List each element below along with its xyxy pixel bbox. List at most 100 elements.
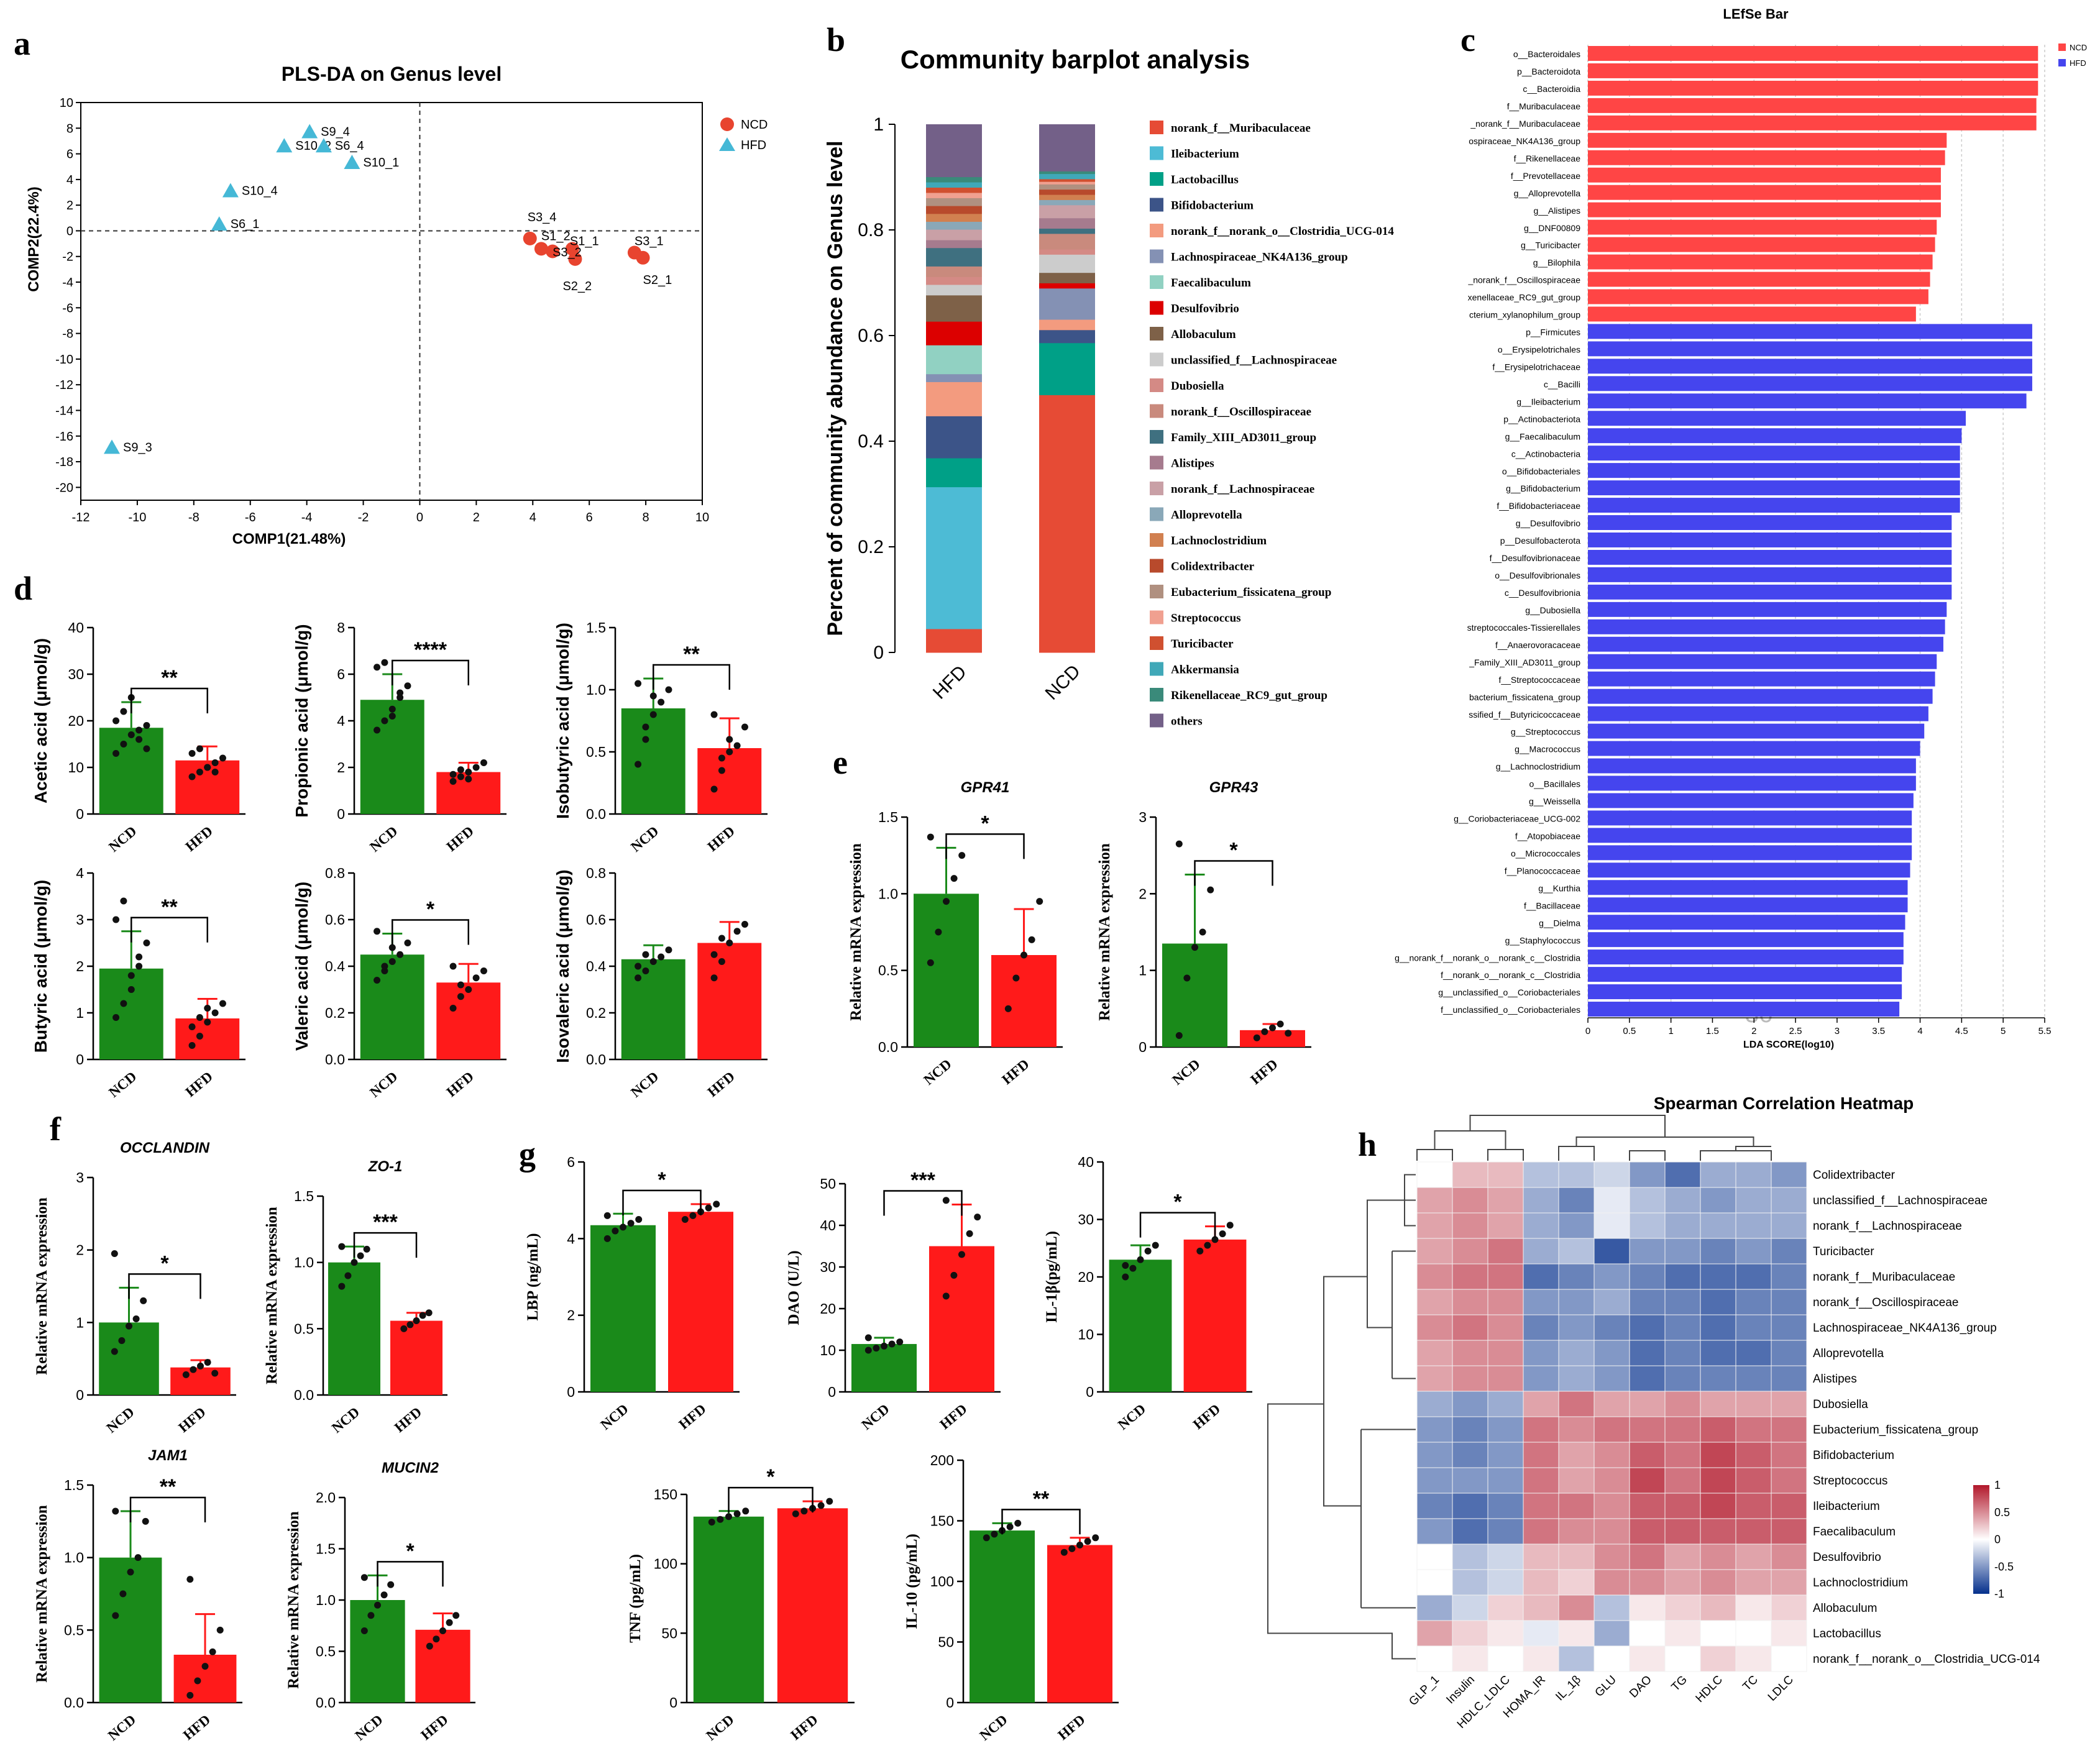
row-label: Ileibacterium bbox=[1813, 1500, 1880, 1513]
heatmap-cell bbox=[1700, 1620, 1736, 1647]
bar-chart-f3: 0.0 0.5 1.0 1.5 Relative mRNA expression JAM1… bbox=[34, 1447, 242, 1744]
significance-label: ** bbox=[161, 895, 178, 919]
heatmap-cell bbox=[1593, 1645, 1630, 1672]
data-point bbox=[733, 742, 741, 749]
y-tick-label: -20 bbox=[55, 481, 73, 495]
stack-segment bbox=[926, 124, 982, 178]
heatmap-cell bbox=[1735, 1238, 1772, 1264]
y-axis-title: TNF (pg/mL) bbox=[627, 1554, 644, 1643]
panel-label-d: d bbox=[14, 570, 32, 607]
y-tick-label: -12 bbox=[55, 378, 73, 392]
data-point bbox=[817, 1502, 825, 1509]
legend-tick-label: -0.5 bbox=[1994, 1560, 2014, 1573]
x-tick-label: 0.5 bbox=[1623, 1026, 1636, 1036]
panel-label-f: f bbox=[50, 1110, 62, 1148]
data-point bbox=[1028, 936, 1035, 943]
lda-bar bbox=[1588, 567, 1952, 582]
data-point bbox=[196, 1033, 203, 1040]
heatmap-cell bbox=[1416, 1161, 1453, 1188]
heatmap-cell bbox=[1416, 1238, 1453, 1264]
y-tick-label: 0 bbox=[337, 806, 345, 822]
data-point bbox=[357, 1252, 364, 1260]
y-tick-label: 1.5 bbox=[586, 620, 606, 636]
significance-label: * bbox=[766, 1465, 775, 1489]
data-point bbox=[1207, 886, 1214, 894]
heatmap-cell bbox=[1700, 1161, 1736, 1188]
heatmap-cell bbox=[1523, 1569, 1559, 1596]
data-point bbox=[457, 766, 464, 774]
heatmap-cell bbox=[1523, 1263, 1559, 1290]
x-tick-label: NCD bbox=[1042, 661, 1084, 704]
y-tick-label: 150 bbox=[654, 1486, 677, 1502]
row-label: Lactobacillus bbox=[1813, 1627, 1881, 1640]
lda-bar bbox=[1588, 758, 1916, 774]
data-point bbox=[135, 963, 143, 970]
data-point bbox=[1269, 1024, 1276, 1031]
heatmap-cell bbox=[1416, 1416, 1453, 1443]
lda-bar bbox=[1588, 775, 1916, 791]
lda-bar bbox=[1588, 341, 2032, 357]
data-point bbox=[950, 1271, 958, 1279]
data-point bbox=[718, 754, 725, 762]
panel-label-g: g bbox=[519, 1135, 536, 1173]
legend-label: norank_f__Lachnospiraceae bbox=[1171, 483, 1314, 496]
taxon-label: c__Actinobacteria bbox=[1511, 449, 1581, 459]
stack-segment bbox=[926, 240, 982, 249]
significance-bracket bbox=[131, 687, 208, 713]
bar-chart-d6: 0.0 0.2 0.4 0.6 0.8 Isovaleric acid (μmol/g) N… bbox=[553, 865, 768, 1100]
heatmap-cell bbox=[1487, 1416, 1524, 1443]
x-tick-label: -6 bbox=[245, 511, 256, 524]
lda-bar bbox=[1588, 132, 1947, 148]
y-tick-label: 100 bbox=[930, 1573, 954, 1589]
heatmap-cell bbox=[1558, 1238, 1595, 1264]
row-label: Bifidobacterium bbox=[1813, 1449, 1894, 1462]
legend-label: Streptococcus bbox=[1171, 612, 1241, 625]
heatmap-cell bbox=[1523, 1442, 1559, 1468]
data-point bbox=[127, 972, 135, 979]
legend-label: norank_f__Muribaculaceae bbox=[1171, 122, 1311, 135]
taxon-label: f__Planococcaceae bbox=[1505, 866, 1580, 876]
lda-bar bbox=[1588, 619, 1945, 634]
lda-bar bbox=[1588, 1002, 1900, 1017]
hfd-bar bbox=[697, 943, 762, 1059]
stack-segment bbox=[1039, 217, 1095, 229]
legend-hfd-marker bbox=[719, 137, 735, 151]
row-label: norank_f__norank_o__Clostridia_UCG-014 bbox=[1813, 1653, 2040, 1666]
data-point bbox=[186, 1576, 194, 1583]
data-point bbox=[381, 659, 388, 666]
heatmap-cell bbox=[1558, 1569, 1595, 1596]
y-tick-label: 3 bbox=[76, 1169, 84, 1186]
y-tick-label: 0 bbox=[66, 224, 73, 238]
y-tick-label: 1.5 bbox=[878, 809, 898, 825]
data-point bbox=[388, 944, 396, 951]
heatmap-cell bbox=[1452, 1594, 1488, 1621]
y-tick-label: 0 bbox=[1086, 1384, 1094, 1400]
data-point bbox=[665, 946, 672, 954]
data-point bbox=[612, 1227, 619, 1235]
heatmap-cell bbox=[1735, 1289, 1772, 1315]
heatmap-cell bbox=[1452, 1263, 1488, 1290]
data-point bbox=[1219, 1230, 1226, 1238]
lda-bar bbox=[1588, 324, 2032, 339]
lda-bar bbox=[1588, 706, 1928, 721]
lda-bar bbox=[1588, 967, 1902, 982]
stack-segment bbox=[1039, 171, 1095, 175]
data-point bbox=[381, 717, 388, 725]
data-point bbox=[1084, 1538, 1091, 1545]
data-point bbox=[480, 967, 487, 974]
heatmap-cell bbox=[1487, 1594, 1524, 1621]
data-point bbox=[188, 773, 196, 780]
y-tick-label: -10 bbox=[55, 353, 73, 367]
heatmap-cell bbox=[1664, 1365, 1701, 1392]
point-label: S1_1 bbox=[570, 234, 599, 248]
x-tick-label: NCD bbox=[352, 1712, 385, 1744]
ncd-bar bbox=[590, 1225, 656, 1392]
data-point bbox=[120, 741, 127, 748]
y-tick-label: 0.2 bbox=[858, 537, 884, 557]
y-tick-label: 50 bbox=[938, 1634, 954, 1650]
data-point bbox=[635, 1216, 643, 1223]
data-point bbox=[1175, 840, 1183, 848]
data-point bbox=[1137, 1256, 1144, 1263]
point-label: S3_4 bbox=[528, 211, 557, 224]
